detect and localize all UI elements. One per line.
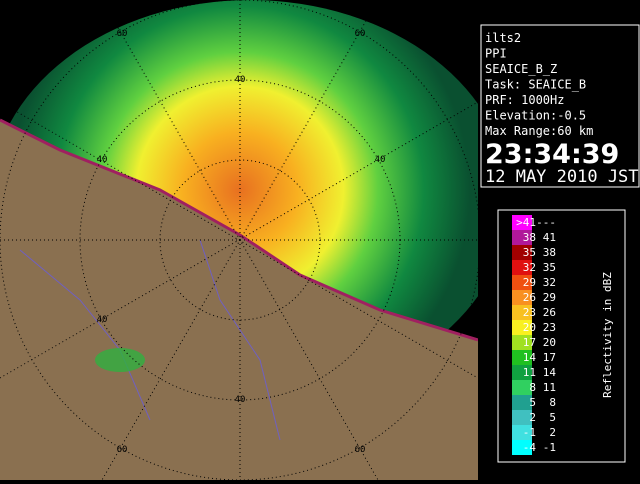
legend-high: 35 bbox=[543, 261, 556, 274]
river bbox=[199, 239, 281, 441]
legend-swatch bbox=[512, 365, 532, 380]
info-line: PRF: 1000Hz bbox=[485, 93, 564, 107]
coastline bbox=[0, 118, 478, 342]
legend-swatch bbox=[512, 425, 532, 440]
info-line: PPI bbox=[485, 47, 507, 61]
legend-swatch bbox=[512, 305, 532, 320]
range-label: 40 bbox=[97, 155, 108, 165]
legend-low: 11 bbox=[523, 366, 536, 379]
legend-high: 5 bbox=[549, 411, 556, 424]
range-label: 60 bbox=[117, 29, 128, 39]
info-line: Max Range:60 km bbox=[485, 124, 593, 138]
legend-high: 14 bbox=[543, 366, 557, 379]
river bbox=[19, 249, 151, 421]
range-label: 40 bbox=[375, 155, 386, 165]
range-label: 60 bbox=[355, 445, 366, 455]
legend-swatch bbox=[512, 410, 532, 425]
legend-low: 8 bbox=[529, 381, 536, 394]
land bbox=[0, 120, 478, 480]
date: 12 MAY 2010 JST bbox=[485, 167, 639, 187]
legend-swatch bbox=[512, 440, 532, 455]
legend-title: Reflectivity in dBZ bbox=[601, 272, 614, 398]
info-line: SEAICE_B_Z bbox=[485, 62, 557, 76]
legend-swatch bbox=[512, 320, 532, 335]
legend-high: 29 bbox=[543, 291, 556, 304]
info-line: Elevation:-0.5 bbox=[485, 109, 586, 123]
legend-low: 2 bbox=[529, 411, 536, 424]
info-line: Task: SEAICE_B bbox=[485, 78, 586, 92]
legend-low: >41 bbox=[516, 216, 536, 229]
legend-swatch bbox=[512, 230, 532, 245]
legend-low: 32 bbox=[523, 261, 536, 274]
legend-low: -1 bbox=[523, 426, 536, 439]
legend-swatch bbox=[512, 335, 532, 350]
legend-low: 17 bbox=[523, 336, 536, 349]
legend-swatch bbox=[512, 275, 532, 290]
legend-swatch bbox=[512, 245, 532, 260]
legend-low: 14 bbox=[523, 351, 537, 364]
range-label: 60 bbox=[355, 29, 366, 39]
legend-low: 29 bbox=[523, 276, 536, 289]
legend-high: 8 bbox=[549, 396, 556, 409]
legend-high: 2 bbox=[549, 426, 556, 439]
legend-low: -4 bbox=[523, 441, 537, 454]
legend-low: 23 bbox=[523, 306, 536, 319]
range-rings bbox=[0, 0, 480, 480]
info-panel bbox=[480, 24, 640, 188]
legend-low: 5 bbox=[529, 396, 536, 409]
legend-high: 17 bbox=[543, 351, 556, 364]
legend-swatch bbox=[512, 380, 532, 395]
legend-low: 20 bbox=[523, 321, 536, 334]
legend-high: 20 bbox=[543, 336, 556, 349]
legend-high: 38 bbox=[543, 246, 556, 259]
legend-high: --- bbox=[536, 216, 556, 229]
legend-low: 35 bbox=[523, 246, 536, 259]
legend-high: 26 bbox=[543, 306, 556, 319]
legend-swatch bbox=[512, 215, 532, 230]
range-label: 60 bbox=[117, 445, 128, 455]
legend-swatch bbox=[512, 395, 532, 410]
legend-swatch bbox=[512, 350, 532, 365]
legend-swatch bbox=[512, 290, 532, 305]
legend-high: -1 bbox=[543, 441, 556, 454]
legend-low: 38 bbox=[523, 231, 536, 244]
legend-high: 11 bbox=[543, 381, 556, 394]
legend-high: 32 bbox=[543, 276, 556, 289]
range-label: 40 bbox=[235, 395, 246, 405]
legend-low: 26 bbox=[523, 291, 536, 304]
range-label: 40 bbox=[97, 315, 108, 325]
info-line: ilts2 bbox=[485, 31, 521, 45]
legend-high: 41 bbox=[543, 231, 556, 244]
time: 23:34:39 bbox=[485, 139, 619, 170]
legend-high: 23 bbox=[543, 321, 556, 334]
echo-patch bbox=[95, 348, 145, 372]
legend-swatch bbox=[512, 260, 532, 275]
radar-image bbox=[0, 0, 480, 480]
range-label: 40 bbox=[235, 75, 246, 85]
